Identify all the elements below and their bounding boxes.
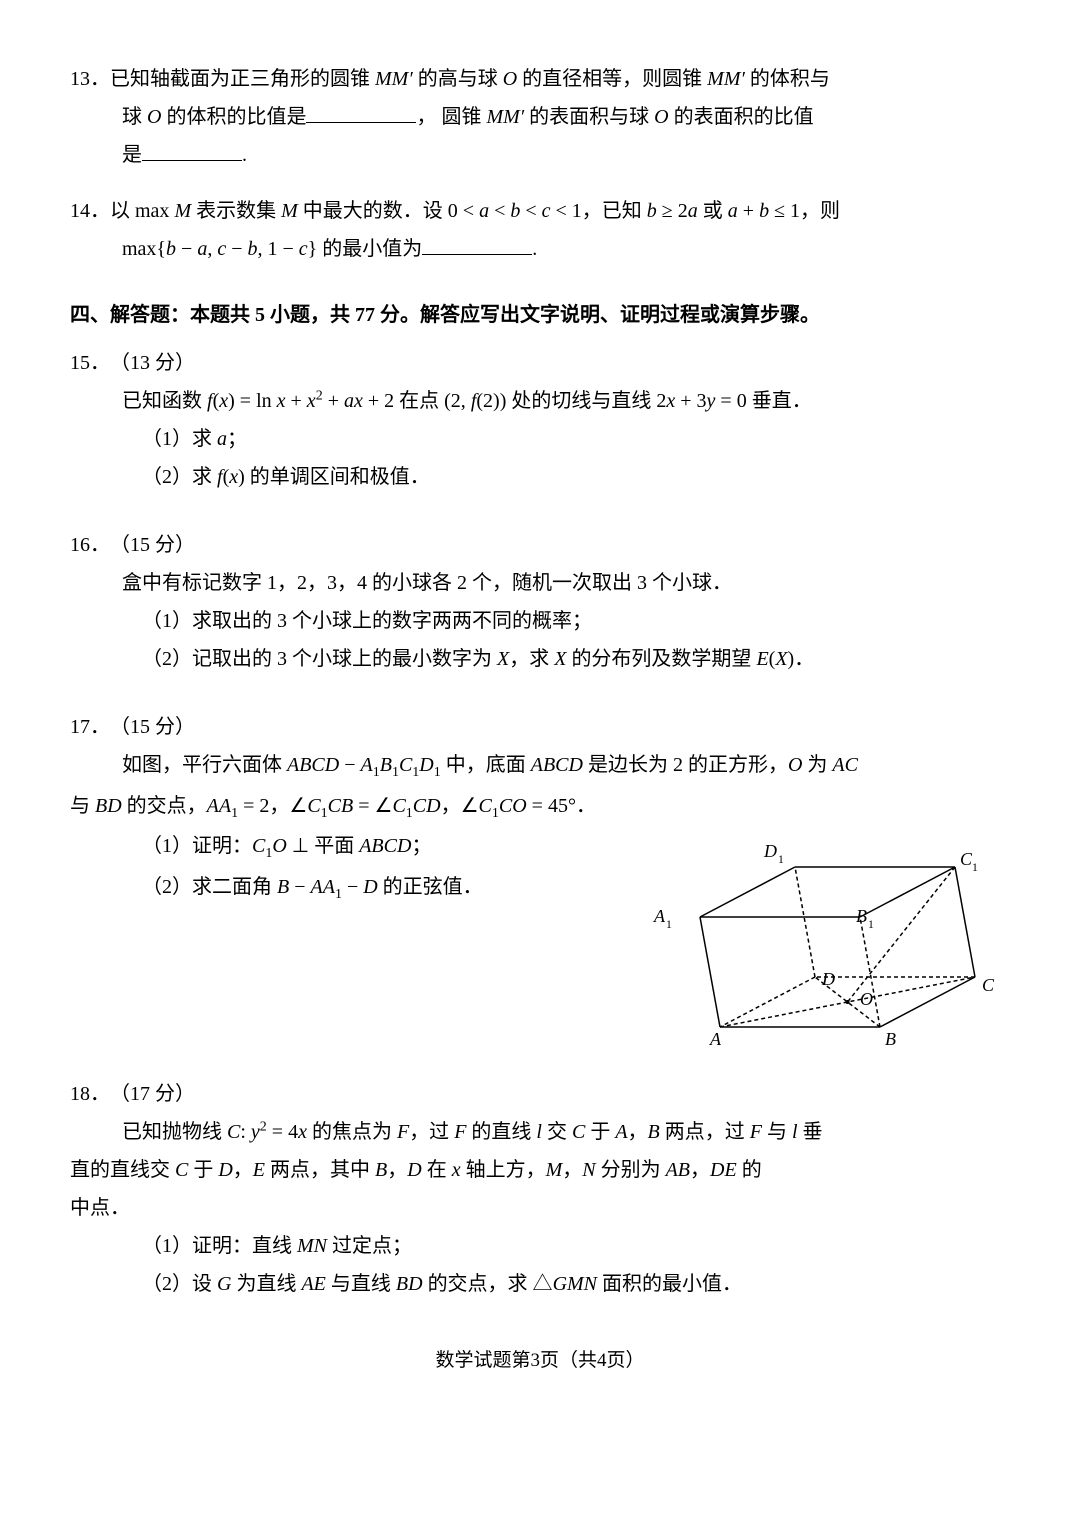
q16-part2: （2）记取出的 3 个小球上的最小数字为 X，求 X 的分布列及数学期望 E(X… [70, 640, 1010, 678]
svg-text:A: A [653, 906, 666, 926]
svg-text:D: D [763, 841, 777, 861]
q15-points: （13 分） [110, 344, 195, 382]
q17-figure: ABCDOA1B1C1D1 [650, 827, 1010, 1057]
question-16: 16． （15 分） 盒中有标记数字 1，2，3，4 的小球各 2 个，随机一次… [70, 526, 1010, 678]
q16-number: 16． [70, 526, 110, 564]
q16-points: （15 分） [110, 526, 195, 564]
q18-intro-line2: 直的直线交 C 于 D，E 两点，其中 B，D 在 x 轴上方，M，N 分别为 … [70, 1151, 1010, 1189]
q15-number: 15． [70, 344, 110, 382]
svg-text:1: 1 [778, 853, 784, 866]
question-18: 18． （17 分） 已知抛物线 C: y2 = 4x 的焦点为 F，过 F 的… [70, 1075, 1010, 1303]
q15-intro: 已知函数 f(x) = ln x + x2 + ax + 2 在点 (2, f(… [70, 382, 1010, 420]
blank-field[interactable] [142, 139, 242, 161]
page-footer: 数学试题第3页（共4页） [70, 1343, 1010, 1379]
question-15: 15． （13 分） 已知函数 f(x) = ln x + x2 + ax + … [70, 344, 1010, 496]
q13-line2: 球 O 的体积的比值是， 圆锥 MM′ 的表面积与球 O 的表面积的比值 [70, 98, 1010, 136]
q14-line2: max{b − a, c − b, 1 − c} 的最小值为. [70, 230, 1010, 268]
q16-intro: 盒中有标记数字 1，2，3，4 的小球各 2 个，随机一次取出 3 个小球． [70, 564, 1010, 602]
q17-part1: （1）证明：C1O ⊥ 平面 ABCD； [70, 827, 630, 868]
q16-part1: （1）求取出的 3 个小球上的数字两两不同的概率； [70, 602, 1010, 640]
svg-text:B: B [885, 1029, 896, 1049]
q14-line1: 以 max M 表示数集 M 中最大的数．设 0 < a < b < c < 1… [110, 192, 840, 230]
q17-points: （15 分） [110, 708, 195, 746]
q18-part2: （2）设 G 为直线 AE 与直线 BD 的交点，求 △GMN 面积的最小值． [70, 1265, 1010, 1303]
svg-text:1: 1 [972, 861, 978, 874]
q17-intro-line2: 与 BD 的交点，AA1 = 2，∠C1CB = ∠C1CD，∠C1CO = 4… [70, 787, 1010, 828]
svg-text:A: A [709, 1029, 722, 1049]
q18-intro-line1: 已知抛物线 C: y2 = 4x 的焦点为 F，过 F 的直线 l 交 C 于 … [70, 1113, 1010, 1151]
question-13: 13． 已知轴截面为正三角形的圆锥 MM′ 的高与球 O 的直径相等，则圆锥 M… [70, 60, 1010, 174]
svg-text:C: C [982, 975, 995, 995]
q18-part1: （1）证明：直线 MN 过定点； [70, 1227, 1010, 1265]
q13-line1: 已知轴截面为正三角形的圆锥 MM′ 的高与球 O 的直径相等，则圆锥 MM′ 的… [110, 60, 830, 98]
svg-text:1: 1 [868, 918, 874, 931]
q18-number: 18． [70, 1075, 110, 1113]
q15-part1: （1）求 a； [70, 420, 1010, 458]
q17-intro-line1: 如图，平行六面体 ABCD − A1B1C1D1 中，底面 ABCD 是边长为 … [70, 746, 1010, 787]
svg-text:B: B [856, 906, 867, 926]
blank-field[interactable] [306, 101, 416, 123]
q18-intro-line3: 中点． [70, 1189, 1010, 1227]
q17-part2: （2）求二面角 B − AA1 − D 的正弦值． [70, 868, 630, 909]
q13-number: 13． [70, 60, 110, 98]
svg-text:O: O [860, 989, 873, 1009]
q14-number: 14． [70, 192, 110, 230]
q13-line3: 是. [70, 136, 1010, 174]
question-14: 14． 以 max M 表示数集 M 中最大的数．设 0 < a < b < c… [70, 192, 1010, 268]
q18-points: （17 分） [110, 1075, 195, 1113]
q17-number: 17． [70, 708, 110, 746]
section-4-heading: 四、解答题：本题共 5 小题，共 77 分。解答应写出文字说明、证明过程或演算步… [70, 296, 1010, 334]
blank-field[interactable] [422, 233, 532, 255]
svg-text:D: D [821, 969, 835, 989]
q15-part2: （2）求 f(x) 的单调区间和极值． [70, 458, 1010, 496]
question-17: 17． （15 分） 如图，平行六面体 ABCD − A1B1C1D1 中，底面… [70, 708, 1010, 1057]
svg-text:1: 1 [666, 918, 672, 931]
